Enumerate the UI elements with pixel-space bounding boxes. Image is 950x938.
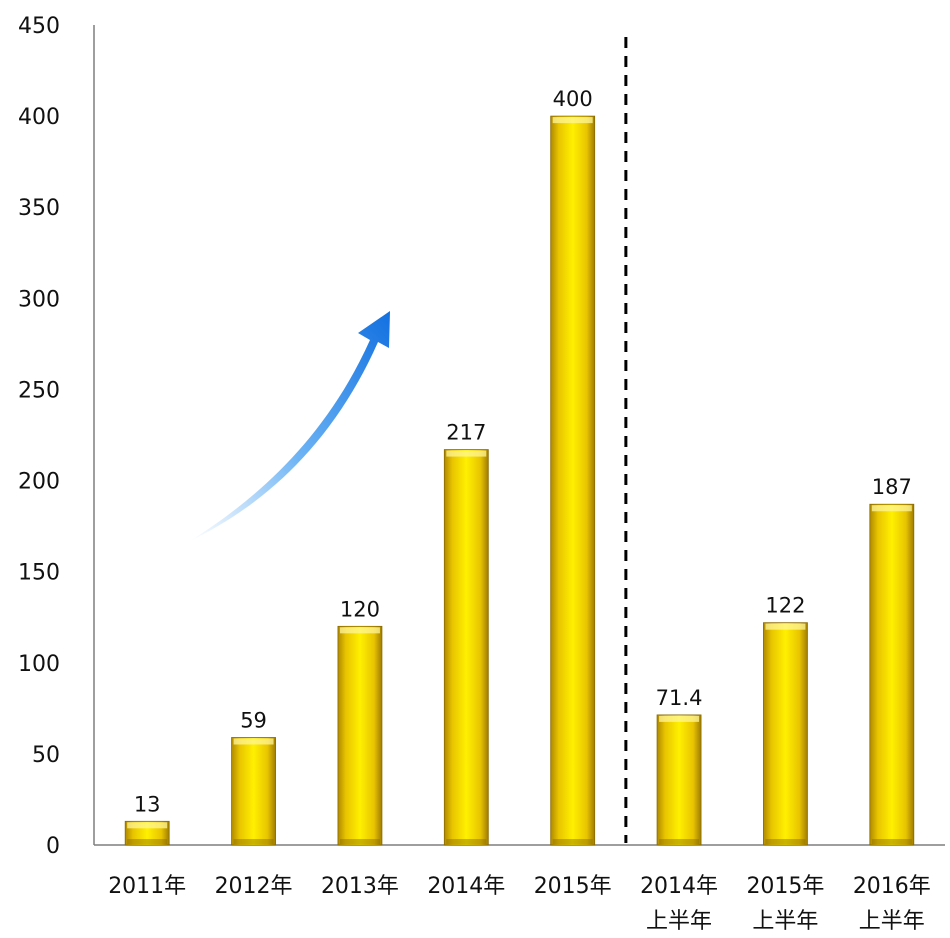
data-label: 13 xyxy=(134,792,161,816)
bar-body xyxy=(656,714,702,846)
bar-0 xyxy=(124,820,170,846)
bar-2 xyxy=(337,625,383,846)
x-tick-label: 2012年 xyxy=(215,874,293,899)
bar-top-bevel xyxy=(552,117,593,124)
bar-7 xyxy=(869,503,915,846)
bar-top-bevel xyxy=(659,715,700,722)
bar-bottom-bevel xyxy=(127,839,168,844)
data-label: 59 xyxy=(240,708,267,732)
x-tick-label: 2015年 xyxy=(534,874,612,899)
y-tick-label: 250 xyxy=(18,378,60,403)
bar-1 xyxy=(231,737,276,846)
y-tick-label: 100 xyxy=(18,652,60,677)
bar-body xyxy=(550,115,596,846)
data-label: 120 xyxy=(340,597,380,621)
data-label: 71.4 xyxy=(656,686,703,710)
trend-arrow-icon xyxy=(190,311,390,541)
y-tick-label: 400 xyxy=(18,105,60,130)
bar-bottom-bevel xyxy=(871,839,912,844)
x-tick-label: 2013年 xyxy=(321,874,399,899)
bar-top-bevel xyxy=(339,627,380,634)
bar-top-bevel xyxy=(127,822,168,829)
bar-bottom-bevel xyxy=(339,839,380,844)
data-label: 187 xyxy=(872,475,912,499)
x-tick-label: 2014年 xyxy=(640,874,718,899)
x-tick-label: 2011年 xyxy=(108,874,186,899)
bar-body xyxy=(231,737,276,846)
y-tick-label: 300 xyxy=(18,287,60,312)
x-tick-label: 上半年 xyxy=(646,909,712,934)
bar-bottom-bevel xyxy=(552,839,593,844)
x-tick-label: 上半年 xyxy=(752,909,818,934)
y-tick-label: 0 xyxy=(46,834,60,859)
bar-body xyxy=(763,622,808,846)
bar-body xyxy=(443,449,489,846)
bar-bottom-bevel xyxy=(233,839,274,844)
x-tick-label: 上半年 xyxy=(859,909,925,934)
bar-4 xyxy=(550,115,596,846)
bar-top-bevel xyxy=(446,450,487,457)
data-label: 217 xyxy=(446,421,486,445)
y-tick-label: 200 xyxy=(18,470,60,495)
bar-bottom-bevel xyxy=(446,839,487,844)
bar-body xyxy=(869,503,915,846)
y-tick-label: 350 xyxy=(18,196,60,221)
bar-top-bevel xyxy=(765,623,806,630)
bar-top-bevel xyxy=(871,505,912,512)
bar-6 xyxy=(763,622,808,846)
x-tick-label: 2015年 xyxy=(746,874,824,899)
data-label: 400 xyxy=(553,87,593,111)
bar-3 xyxy=(443,449,489,846)
bar-5 xyxy=(656,714,702,846)
bar-bottom-bevel xyxy=(659,839,700,844)
bar-bottom-bevel xyxy=(765,839,806,844)
x-tick-label: 2016年 xyxy=(853,874,931,899)
bar-top-bevel xyxy=(233,738,274,745)
data-label: 122 xyxy=(765,594,805,618)
x-tick-label: 2014年 xyxy=(427,874,505,899)
y-tick-label: 50 xyxy=(32,743,60,768)
y-tick-label: 150 xyxy=(18,561,60,586)
y-tick-label: 450 xyxy=(18,14,60,39)
bar-body xyxy=(337,625,383,846)
